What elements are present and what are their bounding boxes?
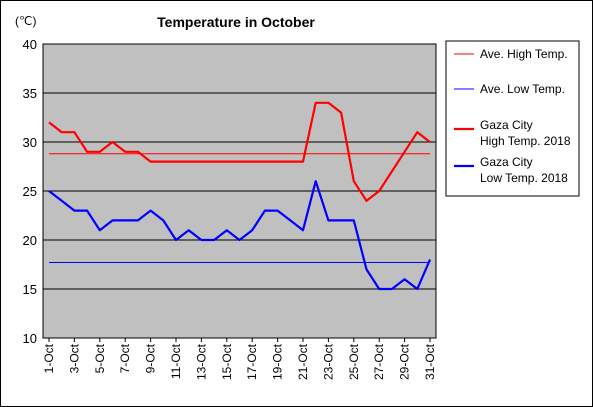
x-tick-label: 9-Oct <box>144 343 158 373</box>
x-tick-label: 31-Oct <box>423 343 437 380</box>
legend-label-1: Ave. Low Temp. <box>480 82 565 96</box>
x-tick-label: 3-Oct <box>67 343 81 373</box>
x-tick-label: 29-Oct <box>398 343 412 380</box>
y-tick-label: 30 <box>23 135 37 150</box>
x-tick-label: 13-Oct <box>194 343 208 380</box>
plot-area: 10 15 20 25 30 35 40 1-Oct 3-Oct 5-Oct 7-Oct 9-Oct 1… <box>23 37 437 380</box>
x-tick-label: 27-Oct <box>372 343 386 380</box>
legend-label-3: Low Temp. 2018 <box>480 171 568 185</box>
legend-box <box>445 40 580 197</box>
legend-label-2: High Temp. 2018 <box>480 134 571 148</box>
y-tick-label: 40 <box>23 37 37 52</box>
series-line-2 <box>48 101 431 202</box>
x-tick-label: 17-Oct <box>245 343 259 380</box>
x-tick-label: 19-Oct <box>271 343 285 380</box>
x-tick-label: 15-Oct <box>220 343 234 380</box>
x-tick-label: 1-Oct <box>42 343 56 373</box>
x-tick-label: 21-Oct <box>296 343 310 380</box>
y-tick-label: 20 <box>23 233 37 248</box>
x-tick-label: 25-Oct <box>347 343 361 380</box>
legend: Ave. High Temp. Ave. Low Temp. Gaza City Hi… <box>445 40 580 197</box>
x-tick-label: 7-Oct <box>118 343 132 373</box>
legend-label-2: Gaza City <box>480 118 533 132</box>
y-axis-unit-label: (℃) <box>15 14 36 28</box>
legend-label-3: Gaza City <box>480 155 533 169</box>
legend-label-0: Ave. High Temp. <box>480 47 568 61</box>
x-tick-label: 11-Oct <box>169 343 183 379</box>
y-tick-label: 10 <box>23 331 37 346</box>
x-tick-label: 23-Oct <box>321 343 335 380</box>
chart-title: Temperature in October <box>157 14 315 30</box>
series-line-3 <box>48 180 432 291</box>
y-tick-label: 35 <box>23 86 37 101</box>
y-tick-label: 25 <box>23 184 37 199</box>
y-tick-label: 15 <box>23 282 37 297</box>
x-tick-label: 5-Oct <box>93 343 107 373</box>
